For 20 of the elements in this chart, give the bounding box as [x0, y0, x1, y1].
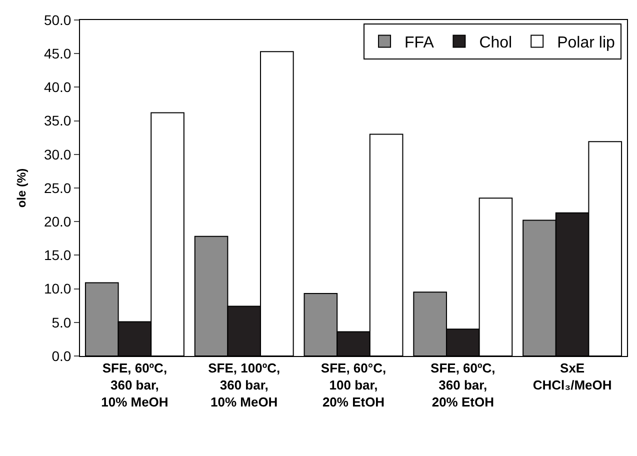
y-tick-label: 30.0 — [44, 146, 72, 162]
x-tick-label: SFE, 60ºC, 360 bar, 10% MeOH — [101, 360, 168, 410]
legend-label: Chol — [479, 34, 512, 52]
y-tick-label: 50.0 — [44, 12, 72, 28]
legend-label: Polar lip — [557, 34, 616, 52]
y-tick-label: 5.0 — [52, 314, 72, 330]
legend-label: FFA — [404, 34, 434, 52]
y-tick-label: 10.0 — [44, 280, 72, 297]
y-tick-label: 0.0 — [52, 348, 72, 364]
y-axis-title: ole (%) — [14, 168, 28, 208]
x-tick-label: SFE, 100ºC, 360 bar, 10% MeOH — [208, 360, 280, 410]
x-tick-label: SFE, 60°C, 100 bar, 20% EtOH — [320, 360, 386, 410]
x-tick-label: SFE, 60ºC, 360 bar, 20% EtOH — [430, 360, 496, 410]
y-tick-label: 45.0 — [44, 46, 72, 62]
x-tick-label: SxE CHCl₃/MeOH — [532, 360, 612, 392]
y-tick-label: 25.0 — [44, 180, 72, 196]
y-tick-label: 20.0 — [44, 214, 72, 230]
y-tick-label: 35.0 — [44, 112, 72, 129]
y-tick-label: 15.0 — [44, 247, 72, 264]
y-tick-label: 40.0 — [44, 79, 72, 96]
